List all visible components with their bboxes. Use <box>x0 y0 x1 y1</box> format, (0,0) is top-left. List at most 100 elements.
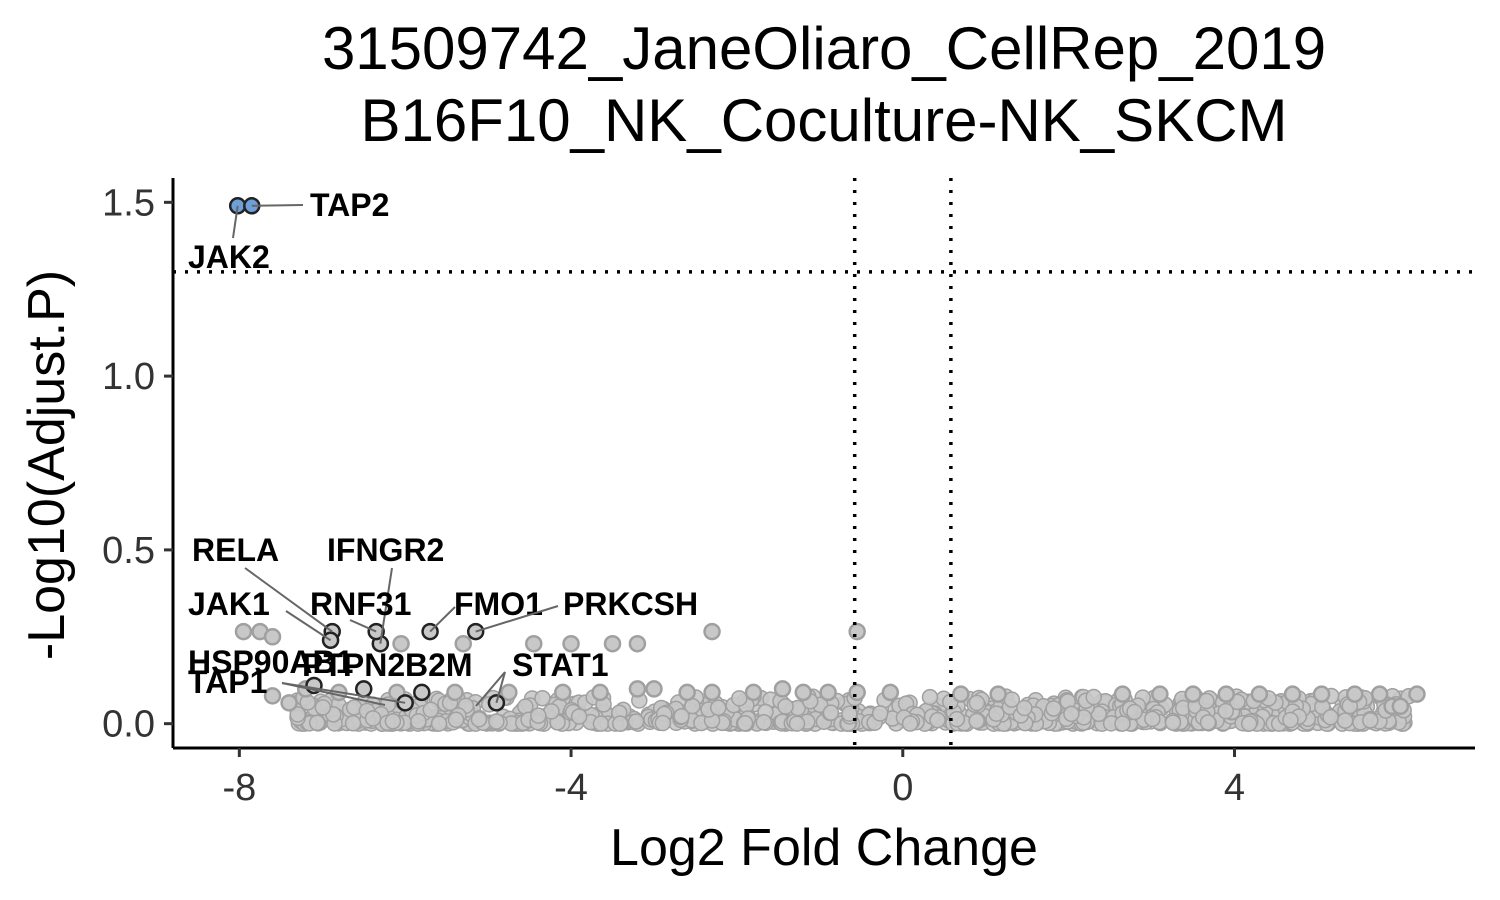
background-point <box>628 634 647 653</box>
background-point <box>703 622 721 641</box>
background-point <box>777 698 794 715</box>
chart-title: 31509742_JaneOliaro_CellRep_2019 B16F10_… <box>322 15 1326 154</box>
x-axis-title: Log2 Fold Change <box>610 819 1038 877</box>
gene-label-ifngr2: IFNGR2 <box>327 532 444 568</box>
gene-label-rnf31: RNF31 <box>310 586 411 622</box>
leader-line-stat1-tail <box>475 671 506 707</box>
gene-label-prkcsh: PRKCSH <box>563 586 698 622</box>
background-point <box>1362 712 1379 729</box>
background-point <box>1016 699 1033 717</box>
y-tick-label: 0.5 <box>102 530 155 572</box>
background-point <box>410 713 427 730</box>
leader-line-prkcsh <box>475 605 559 633</box>
gene-label-tap1: TAP1 <box>188 664 267 700</box>
background-point <box>592 715 610 732</box>
background-point <box>344 715 362 732</box>
background-point <box>968 694 986 712</box>
background-point <box>736 715 754 732</box>
background-point <box>989 685 1007 703</box>
background-point <box>819 683 837 702</box>
x-tick-label: 4 <box>1224 767 1245 809</box>
background-point <box>848 683 866 702</box>
y-tick-label: 1.5 <box>102 182 155 224</box>
threshold-lines <box>173 178 1475 748</box>
background-point <box>1240 715 1258 732</box>
background-point <box>562 634 580 653</box>
background-point <box>1312 685 1331 703</box>
y-tick-label: 0.0 <box>102 704 155 746</box>
background-point <box>654 714 672 732</box>
leader-line-ifngr2 <box>379 567 393 644</box>
background-point <box>848 622 866 641</box>
background-point <box>392 634 410 653</box>
leader-line-fmo1 <box>429 606 456 633</box>
background-point <box>524 634 543 653</box>
gene-label-hsp90ab1: HSP90AB1 <box>188 644 353 680</box>
background-point <box>430 715 448 732</box>
background-point <box>314 699 332 716</box>
background-point <box>570 708 588 725</box>
background-point <box>952 685 970 703</box>
background-point <box>1085 688 1102 706</box>
background-point <box>901 715 919 732</box>
background-point <box>921 688 939 706</box>
background-point <box>591 683 609 702</box>
highlighted-point-b2m <box>413 683 431 702</box>
gene-label-tap2: TAP2 <box>310 187 389 223</box>
background-point <box>1151 685 1169 703</box>
background-point <box>703 683 721 702</box>
background-point <box>1282 711 1299 729</box>
background-point <box>1391 697 1410 716</box>
background-point <box>470 711 488 728</box>
background-point <box>628 680 647 698</box>
background-point <box>280 694 298 712</box>
background-point <box>988 705 1005 722</box>
background-point <box>1283 685 1302 703</box>
gene-label-fmo1: FMO1 <box>454 586 543 622</box>
background-point <box>1336 712 1354 729</box>
background-point <box>1045 700 1062 717</box>
gene-label-b2m: B2M <box>405 647 473 683</box>
background-point <box>1217 702 1235 720</box>
background-point <box>841 705 858 722</box>
y-tick-label: 1.0 <box>102 356 155 398</box>
background-point <box>1370 685 1389 703</box>
background-point <box>1126 703 1143 721</box>
background-point <box>1322 708 1339 726</box>
chart-title-line-2: B16F10_NK_Coculture-NK_SKCM <box>360 87 1287 154</box>
y-axis-title: -Log10(Adjust.P) <box>18 270 76 660</box>
background-point <box>1217 685 1235 703</box>
background-point <box>447 711 465 729</box>
background-point <box>454 634 473 653</box>
gene-label-rela: RELA <box>192 532 279 568</box>
leader-line-jak2 <box>232 205 239 239</box>
background-point <box>1063 705 1080 723</box>
points-layer <box>228 197 1426 732</box>
leader-line-rnf31 <box>349 619 377 633</box>
background-point <box>968 712 985 730</box>
background-point <box>384 712 402 730</box>
background-point <box>488 713 505 730</box>
background-point <box>263 687 282 705</box>
background-point <box>1144 710 1161 728</box>
gene-labels: JAK2 TAP2 RELA JAK1 IFNGR2 RNF31 FMO1 PRKCSH HSP… <box>188 187 698 707</box>
background-point <box>446 683 464 702</box>
background-point <box>308 714 326 732</box>
background-point <box>929 711 946 729</box>
background-point <box>710 699 727 716</box>
highlighted-point-ptpn2 <box>354 680 373 698</box>
leader-line-jak1 <box>285 610 332 642</box>
background-point <box>871 705 889 722</box>
background-point <box>673 708 690 725</box>
background-point <box>773 680 792 698</box>
background-point <box>1164 714 1182 731</box>
background-point <box>289 706 306 723</box>
leader-line-rela <box>244 567 333 633</box>
background-point <box>744 683 763 702</box>
gene-label-stat1: STAT1 <box>512 647 609 683</box>
axes: -8 -4 0 4 0.0 0.5 1.0 1.5 <box>102 178 1475 809</box>
background-point <box>788 715 806 732</box>
background-point <box>678 683 696 702</box>
background-point <box>1114 715 1131 732</box>
